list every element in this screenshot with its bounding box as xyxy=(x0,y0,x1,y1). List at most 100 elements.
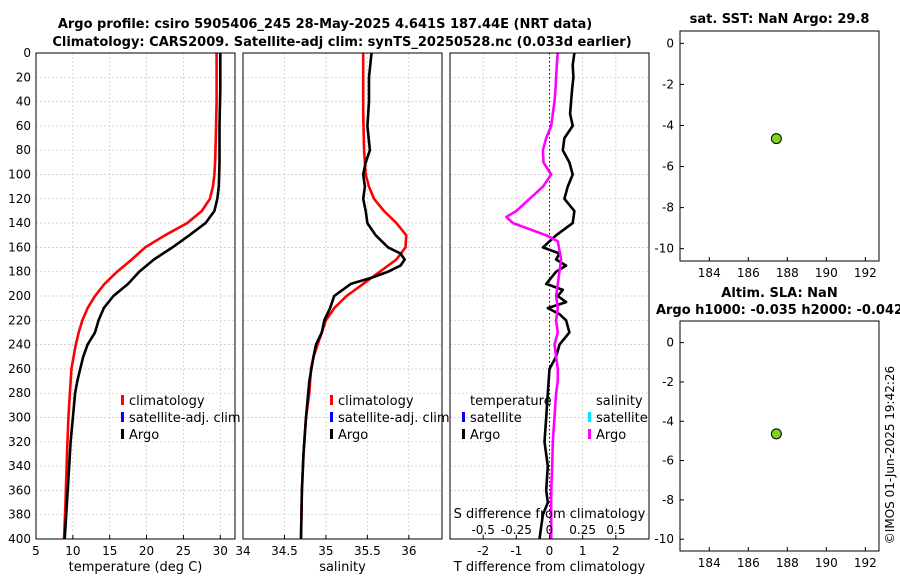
depth-tick-label: 120 xyxy=(8,192,31,206)
s-diff-tick-label: 0.25 xyxy=(569,523,596,537)
latitude-tick-label: -2 xyxy=(662,77,674,91)
depth-tick-label: 320 xyxy=(8,435,31,449)
salinity-x-tick-label: 35.5 xyxy=(354,544,381,558)
salinity-panel: 34 34.5 35 35.5 36 salinity climatology satelli… xyxy=(235,52,450,575)
depth-tick-label: 280 xyxy=(8,386,31,400)
s-diff-tick-label: -0.25 xyxy=(501,523,532,537)
depth-tick-label: 40 xyxy=(16,95,31,109)
latitude-tick-label: 0 xyxy=(666,336,674,350)
salinity-argo-line xyxy=(299,52,406,540)
longitude-tick-label: 184 xyxy=(698,266,721,280)
legend-t-argo: Argo xyxy=(470,428,500,443)
s-difference-argo-line xyxy=(505,52,563,539)
latitude-tick-label: -10 xyxy=(654,532,674,546)
longitude-tick-label: 192 xyxy=(854,556,877,570)
depth-tick-label: 20 xyxy=(16,70,31,84)
depth-tick-label: 180 xyxy=(8,265,31,279)
temperature-climatology-line xyxy=(62,53,218,540)
t-diff-x-tick-label: -1 xyxy=(510,544,522,558)
legend-climatology: climatology xyxy=(338,394,414,409)
legend-s-argo: Argo xyxy=(596,428,626,443)
legend-satellite-adj: satellite-adj. clim xyxy=(129,411,241,426)
s-diff-tick-label: 0.5 xyxy=(606,523,625,537)
legend-t-satellite: satellite xyxy=(470,411,522,426)
legend-argo-marker xyxy=(330,429,333,439)
latitude-tick-label: -4 xyxy=(662,414,674,428)
latitude-tick-label: -10 xyxy=(654,242,674,256)
axes-frame xyxy=(242,52,443,540)
sst-title: sat. SST: NaN Argo: 29.8 xyxy=(690,12,870,27)
depth-tick-label: 80 xyxy=(16,143,31,157)
salinity-x-label: salinity xyxy=(319,560,366,575)
t-diff-x-tick-label: 2 xyxy=(612,544,620,558)
legend-satellite-adj: satellite-adj. clim xyxy=(338,411,450,426)
t-difference-x-label: T difference from climatology xyxy=(453,560,646,575)
depth-tick-label: 0 xyxy=(23,46,31,60)
longitude-tick-label: 190 xyxy=(815,266,838,280)
latitude-tick-label: -4 xyxy=(662,118,674,132)
latitude-tick-label: -2 xyxy=(662,375,674,389)
watermark: ©IMOS 01-Jun-2025 19:42:26 xyxy=(883,366,897,544)
salinity-x-tick-label: 36 xyxy=(401,544,416,558)
temperature-x-tick-label: 15 xyxy=(102,544,117,558)
depth-tick-label: 380 xyxy=(8,508,31,522)
depth-tick-label: 340 xyxy=(8,459,31,473)
axes-frame xyxy=(679,320,880,552)
legend-satellite-adj-marker xyxy=(121,412,124,422)
temperature-x-tick-label: 30 xyxy=(213,544,228,558)
depth-tick-label: 160 xyxy=(8,240,31,254)
temperature-x-tick-label: 10 xyxy=(65,544,80,558)
axes-frame xyxy=(35,52,236,540)
s-difference-axis-label: S difference from climatology xyxy=(454,507,646,522)
legend-s-satellite: satellite xyxy=(596,411,648,426)
legend-t-argo-marker xyxy=(462,429,465,439)
depth-tick-label: 240 xyxy=(8,338,31,352)
longitude-tick-label: 190 xyxy=(815,556,838,570)
temperature-panel: 5 10 15 20 25 3002040608010012014016018020022… xyxy=(8,46,241,575)
t-diff-x-tick-label: 1 xyxy=(579,544,587,558)
legend-s-argo-marker xyxy=(588,429,591,439)
depth-tick-label: 400 xyxy=(8,532,31,546)
figure-title-line2: Climatology: CARS2009. Satellite-adj cli… xyxy=(52,35,631,50)
temperature-x-tick-label: 5 xyxy=(32,544,40,558)
legend-temperature-title: temperature xyxy=(470,394,552,409)
longitude-tick-label: 188 xyxy=(776,266,799,280)
figure-title-line1: Argo profile: csiro 5905406_245 28-May-2… xyxy=(58,17,592,32)
salinity-x-tick-label: 34.5 xyxy=(271,544,298,558)
longitude-tick-label: 186 xyxy=(737,556,760,570)
legend-salinity-title: salinity xyxy=(596,394,643,409)
temperature-x-tick-label: 20 xyxy=(139,544,154,558)
legend-argo: Argo xyxy=(338,428,368,443)
latitude-tick-label: -8 xyxy=(662,493,674,507)
depth-tick-label: 100 xyxy=(8,168,31,182)
argo-position-marker xyxy=(770,428,782,440)
latitude-tick-label: -6 xyxy=(662,160,674,174)
axes-frame xyxy=(679,30,880,262)
longitude-tick-label: 188 xyxy=(776,556,799,570)
legend-s-satellite-marker xyxy=(588,412,591,422)
longitude-tick-label: 186 xyxy=(737,266,760,280)
legend-argo: Argo xyxy=(129,428,159,443)
argo-position-marker xyxy=(770,133,782,145)
depth-tick-label: 60 xyxy=(16,119,31,133)
salinity-x-tick-label: 35 xyxy=(318,544,333,558)
sla-title-2: Argo h1000: -0.035 h2000: -0.042 xyxy=(656,303,900,318)
legend-t-satellite-marker xyxy=(462,412,465,422)
depth-tick-label: 220 xyxy=(8,313,31,327)
legend-climatology: climatology xyxy=(129,394,205,409)
temperature-x-label: temperature (deg C) xyxy=(69,560,203,575)
t-diff-x-tick-label: 0 xyxy=(546,544,554,558)
s-diff-tick-label: 0 xyxy=(546,523,554,537)
sst-map-panel: 184 186 188 190 192 0 -2 -4 -6 -8 -10 sat. SST: NaN… xyxy=(654,12,880,280)
latitude-tick-label: -8 xyxy=(662,201,674,215)
salinity-x-tick-label: 34 xyxy=(235,544,250,558)
difference-panel: -2 -1 0 1 2 S difference from climatology-0.5… xyxy=(449,52,650,575)
s-diff-tick-label: -0.5 xyxy=(471,523,494,537)
legend-climatology-marker xyxy=(121,395,124,405)
legend-satellite-adj-marker xyxy=(330,412,333,422)
depth-tick-label: 300 xyxy=(8,411,31,425)
sla-map-panel: 184 186 188 190 192 0 -2 -4 -6 -8 -10 Altim. SLA: N… xyxy=(654,286,900,570)
t-diff-x-tick-label: -2 xyxy=(477,544,489,558)
longitude-tick-label: 192 xyxy=(854,266,877,280)
